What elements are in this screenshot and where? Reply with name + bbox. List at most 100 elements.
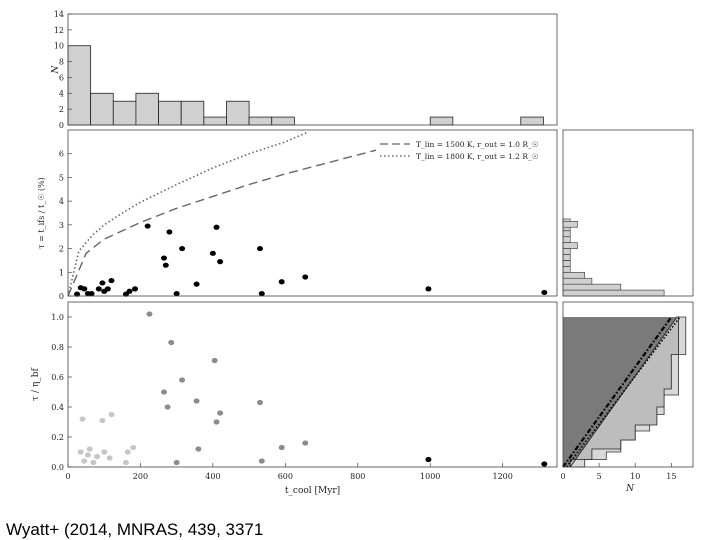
right-histogram-bar bbox=[562, 289, 665, 297]
data-point bbox=[166, 229, 173, 235]
top-ylabel: N bbox=[51, 64, 61, 74]
light-data-point bbox=[124, 449, 131, 455]
light-data-point bbox=[122, 459, 129, 466]
bottom-xtick-label: 600 bbox=[278, 472, 293, 481]
bottom-ytick-label: 0.0 bbox=[51, 463, 64, 472]
light-data-point bbox=[99, 417, 106, 424]
data-point bbox=[209, 250, 216, 256]
light-data-point bbox=[86, 446, 93, 452]
cumulative-xlabel: N bbox=[625, 484, 635, 494]
grey-data-point bbox=[211, 357, 218, 364]
light-data-point bbox=[84, 452, 91, 458]
right-histogram-bar bbox=[562, 242, 578, 249]
data-point bbox=[160, 255, 167, 261]
light-data-point bbox=[77, 449, 84, 455]
black-data-point bbox=[541, 461, 548, 467]
middle-scatter-panel: 0 1 2 3 4 5 6 τ = t_ifs / t_☉ (%) T_lin = 1500 K… bbox=[37, 129, 558, 301]
data-point bbox=[132, 286, 139, 292]
grey-data-point bbox=[173, 459, 180, 466]
dotted-curve bbox=[68, 131, 308, 296]
grey-data-point bbox=[168, 339, 175, 346]
light-data-point bbox=[81, 458, 88, 464]
bottom-ytick-label: 0.2 bbox=[51, 433, 64, 442]
legend-entry-dotted: T_lin = 1800 K, r_out = 1.2 R_☉ bbox=[416, 152, 539, 161]
light-data-point bbox=[93, 453, 100, 460]
data-point bbox=[278, 279, 285, 285]
bottom-xtick-label: 0 bbox=[65, 472, 70, 481]
grey-data-point bbox=[258, 458, 265, 464]
top-ytick-label: 12 bbox=[54, 26, 64, 35]
histogram-bar bbox=[520, 116, 544, 126]
middle-ytick-label: 1 bbox=[59, 268, 64, 277]
data-point bbox=[108, 277, 115, 284]
right-histogram-bar bbox=[562, 236, 571, 243]
data-point bbox=[126, 288, 133, 294]
bottom-scatter-panel: 0.0 0.2 0.4 0.6 0.8 1.0 0 200 400 600 800 1000 1200 t… bbox=[31, 301, 558, 496]
right-histogram-bar bbox=[562, 254, 571, 261]
dashed-curve bbox=[68, 149, 377, 296]
grey-data-point bbox=[278, 444, 285, 451]
grey-data-point bbox=[193, 398, 200, 404]
bottom-xtick-label: 1200 bbox=[492, 472, 512, 481]
middle-ytick-label: 0 bbox=[59, 292, 64, 301]
right-histogram-bar bbox=[562, 248, 571, 255]
light-data-point bbox=[106, 455, 113, 461]
bottom-panel-frame bbox=[67, 301, 558, 468]
top-ytick-label: 6 bbox=[59, 73, 64, 82]
bottom-xtick-label: 400 bbox=[205, 472, 220, 481]
data-point bbox=[425, 286, 432, 292]
grey-data-point bbox=[179, 377, 186, 383]
top-ytick-label: 2 bbox=[59, 105, 64, 114]
middle-ytick-label: 4 bbox=[59, 197, 64, 206]
data-point bbox=[541, 289, 548, 296]
middle-ytick-label: 6 bbox=[59, 150, 64, 159]
data-point bbox=[162, 262, 169, 268]
data-point bbox=[74, 291, 81, 297]
histogram-bar bbox=[112, 100, 137, 126]
dark-region bbox=[563, 317, 679, 467]
light-data-point bbox=[108, 411, 115, 418]
grey-data-point bbox=[213, 419, 220, 425]
bottom-ytick-label: 0.8 bbox=[51, 343, 64, 352]
histogram-bar bbox=[135, 92, 159, 126]
middle-ytick-label: 5 bbox=[59, 173, 64, 182]
right-histogram-bar bbox=[562, 221, 578, 228]
bottom-ylabel: τ / η_bf bbox=[31, 367, 41, 400]
data-point bbox=[179, 245, 186, 252]
data-point bbox=[258, 291, 265, 297]
middle-panel-frame bbox=[67, 129, 558, 297]
data-point bbox=[213, 224, 220, 230]
data-point bbox=[88, 291, 95, 297]
top-ytick-label: 8 bbox=[59, 58, 64, 67]
middle-ylabel: τ = t_ifs / t_☉ (%) bbox=[37, 177, 46, 249]
dash-dot-line bbox=[562, 316, 673, 468]
data-point bbox=[256, 245, 263, 252]
legend-entry-dashed: T_lin = 1500 K, r_out = 1.0 R_☉ bbox=[416, 140, 539, 149]
data-point bbox=[217, 259, 224, 265]
right-histogram-panel bbox=[562, 129, 694, 297]
data-point bbox=[104, 286, 111, 292]
histogram-bar bbox=[226, 100, 250, 126]
data-point bbox=[95, 286, 102, 292]
cumulative-frame bbox=[562, 301, 694, 468]
light-data-point bbox=[130, 444, 137, 451]
right-histogram-bar bbox=[562, 277, 593, 285]
data-point bbox=[193, 281, 200, 287]
top-ytick-label: 14 bbox=[54, 10, 64, 19]
right-histogram-bar bbox=[562, 283, 622, 291]
data-point bbox=[302, 274, 309, 280]
light-data-point bbox=[90, 459, 97, 466]
top-ytick-label: 10 bbox=[54, 42, 64, 51]
top-ytick-label: 0 bbox=[59, 121, 64, 130]
right-histogram-bar bbox=[562, 266, 571, 273]
grey-data-point bbox=[195, 446, 202, 452]
histogram-bar bbox=[90, 92, 114, 126]
top-histogram-panel: 0 2 4 6 8 10 12 14 N bbox=[51, 10, 558, 130]
black-data-point bbox=[425, 456, 432, 463]
grey-data-point bbox=[217, 410, 224, 416]
histogram-bar bbox=[67, 45, 92, 126]
right-histogram-bar bbox=[562, 260, 571, 267]
histogram-bar bbox=[429, 116, 454, 126]
bottom-ytick-label: 0.4 bbox=[51, 403, 64, 412]
